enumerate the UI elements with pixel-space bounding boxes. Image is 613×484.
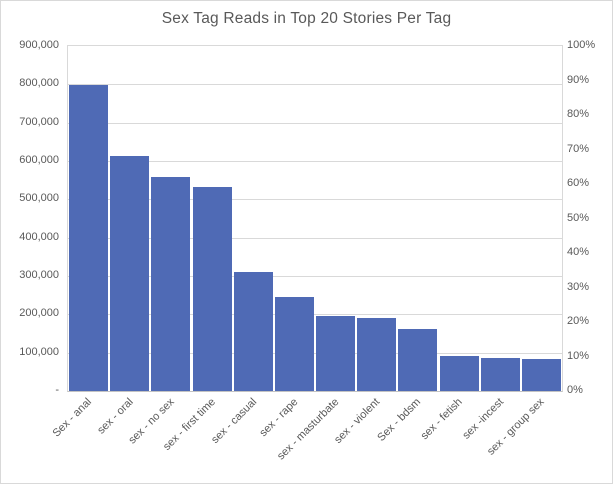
y-axis-left-tick-label: 400,000 — [19, 230, 59, 243]
y-axis-right-tick-label: 20% — [567, 315, 590, 327]
bar-sex-group-sex — [521, 358, 561, 391]
y-axis-right-tick-label: 0% — [567, 384, 583, 396]
y-axis-left-tick-label: 900,000 — [19, 39, 59, 51]
bar-sex-first-time — [192, 186, 232, 391]
bar-sex-anal — [69, 85, 109, 391]
y-axis-left-tick-label: 500,000 — [19, 192, 59, 205]
chart-title: Sex Tag Reads in Top 20 Stories Per Tag — [161, 10, 452, 27]
bar-sex-incest — [480, 357, 520, 391]
y-axis-right-tick-label: 70% — [567, 142, 590, 155]
y-axis-right-tick-label: 50% — [567, 211, 590, 224]
y-axis-right-tick-label: 90% — [567, 73, 590, 86]
bar-sex-violent — [357, 317, 397, 391]
gridline — [68, 161, 562, 162]
y-axis-right-tick-label: 80% — [567, 108, 590, 120]
y-axis-left-tick-label: 800,000 — [19, 77, 59, 90]
x-axis-category-label: Sex - bdsm — [375, 396, 424, 444]
gridline — [68, 314, 562, 316]
y-axis-left-tick-label: 300,000 — [19, 269, 59, 281]
x-axis-category-label: sex - fetish — [418, 396, 465, 443]
gridline — [68, 84, 562, 86]
x-axis-category-label: Sex - anal — [50, 396, 95, 440]
y-axis-right-tick-label: 60% — [567, 177, 590, 189]
bar-sex-rape — [274, 297, 314, 391]
gridline — [68, 276, 562, 277]
y-axis-left-tick-label: - — [55, 384, 59, 396]
bar-sex-casual — [233, 272, 273, 391]
y-axis-right-tick-label: 10% — [567, 349, 590, 362]
y-axis-left-tick-label: 200,000 — [19, 307, 59, 320]
bar-sex-masturbate — [316, 315, 356, 391]
plot-area — [67, 45, 563, 392]
y-axis-right-tick-label: 40% — [567, 246, 590, 258]
gridline — [68, 199, 562, 201]
y-axis-left-tick-label: 100,000 — [19, 345, 59, 358]
gridline — [68, 352, 562, 354]
gridline — [68, 237, 562, 239]
x-axis-category-label: sex - oral — [94, 396, 136, 437]
y-axis-left-tick-label: 700,000 — [19, 115, 59, 128]
gridline — [68, 122, 562, 124]
bar-sex-bdsm — [398, 328, 438, 391]
y-axis-right-tick-label: 100% — [567, 39, 596, 51]
bar-sex-no-sex — [151, 176, 191, 391]
bar-sex-oral — [110, 156, 150, 391]
y-axis-left-tick-label: 600,000 — [19, 154, 59, 166]
y-axis-right-tick-label: 30% — [567, 280, 590, 293]
bar-sex-fetish — [439, 355, 479, 391]
